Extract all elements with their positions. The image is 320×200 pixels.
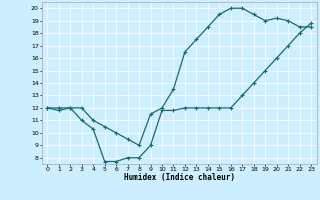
X-axis label: Humidex (Indice chaleur): Humidex (Indice chaleur) xyxy=(124,173,235,182)
